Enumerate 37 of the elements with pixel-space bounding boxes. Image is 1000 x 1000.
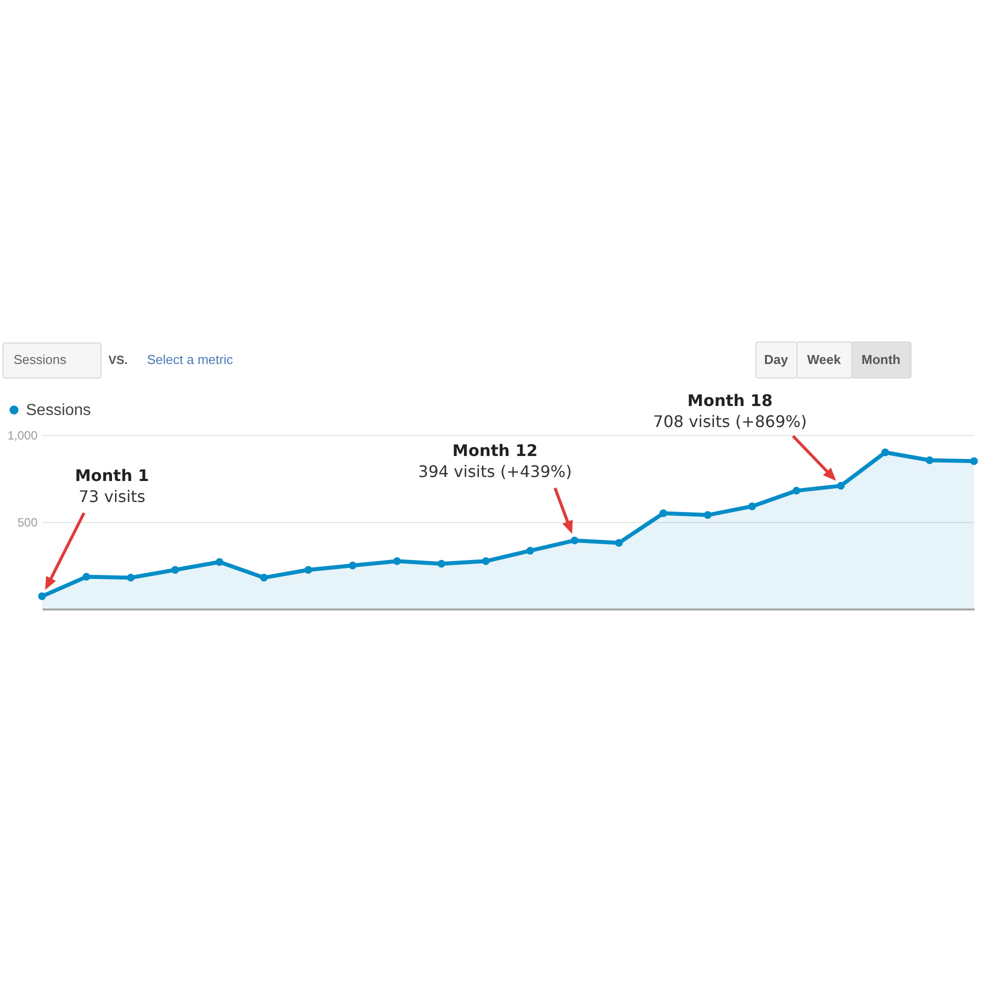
point	[260, 574, 268, 582]
annotation: 394 visits (+439%)	[418, 462, 572, 481]
text: Sessions	[14, 352, 67, 367]
text: Select a metric	[147, 352, 234, 367]
point	[304, 566, 312, 574]
point	[970, 457, 978, 465]
point	[570, 536, 578, 544]
point	[393, 557, 401, 566]
point	[348, 562, 357, 570]
text: Week	[807, 352, 842, 367]
point	[926, 456, 934, 464]
point	[704, 511, 712, 519]
annotation: Month 12	[452, 441, 538, 460]
point	[792, 486, 800, 495]
y-tick-label: 500	[17, 516, 38, 530]
point	[38, 592, 46, 600]
legend-label: Sessions	[26, 402, 91, 419]
text: Month	[862, 352, 901, 367]
point	[836, 482, 845, 490]
text: VS.	[108, 353, 128, 367]
point	[615, 539, 623, 547]
point	[659, 509, 668, 518]
text: Month 18	[687, 391, 773, 410]
annotation: Month 1	[74, 466, 150, 485]
point	[482, 557, 490, 566]
text: 708 visits (+869%)	[653, 412, 807, 431]
point	[881, 448, 890, 456]
y-tick-label: 1,000	[7, 428, 38, 442]
point	[526, 546, 534, 555]
point	[216, 558, 224, 566]
text: Day	[764, 352, 789, 367]
point	[126, 574, 135, 582]
annotation: 73 visits	[78, 487, 146, 506]
point	[82, 572, 90, 581]
point	[748, 502, 756, 510]
point	[438, 560, 446, 568]
point	[171, 566, 180, 574]
